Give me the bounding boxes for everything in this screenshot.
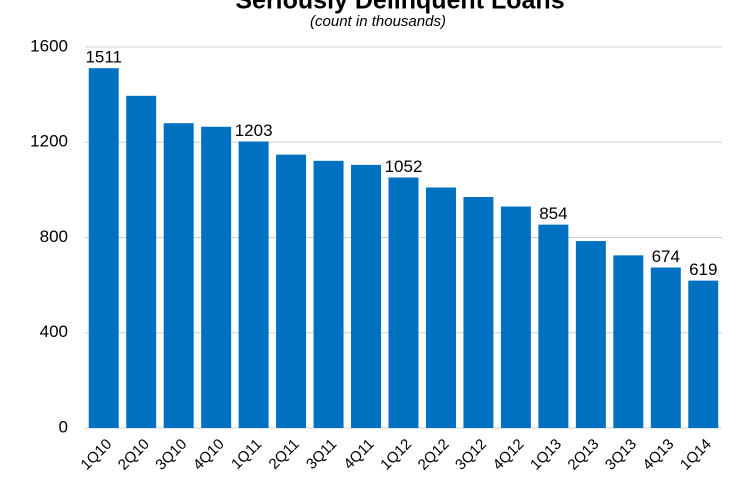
y-tick-label: 400 — [40, 322, 68, 341]
x-tick-label: 3Q12 — [452, 436, 490, 474]
x-tick-label: 2Q13 — [565, 436, 603, 474]
bar — [575, 241, 606, 428]
chart-subtitle: (count in thousands) — [310, 13, 446, 30]
x-tick-label: 4Q11 — [340, 436, 377, 473]
bar — [388, 177, 419, 428]
bar — [88, 68, 119, 429]
x-tick-label: 3Q11 — [303, 436, 340, 473]
bar — [650, 267, 681, 428]
value-label: 619 — [689, 260, 717, 279]
y-tick-label: 1200 — [30, 132, 68, 151]
x-tick-label: 4Q10 — [190, 436, 228, 474]
x-tick-label: 1Q10 — [77, 436, 115, 474]
x-tick-label: 1Q14 — [677, 436, 715, 474]
bar — [425, 187, 456, 428]
bar — [500, 206, 531, 428]
x-tick-label: 2Q11 — [266, 436, 303, 473]
bar — [163, 123, 194, 428]
x-tick-label: 1Q12 — [377, 436, 415, 474]
bar — [538, 224, 569, 428]
x-tick-label: 4Q13 — [639, 436, 677, 474]
bar — [201, 126, 232, 428]
x-tick-label: 1Q11 — [228, 436, 265, 473]
value-label: 854 — [539, 204, 567, 223]
bar — [688, 280, 719, 428]
bar — [613, 255, 644, 428]
value-label: 674 — [652, 247, 680, 266]
bar — [313, 160, 344, 429]
x-tick-label: 3Q10 — [152, 436, 190, 474]
bar — [126, 95, 157, 429]
x-tick-label: 2Q12 — [415, 436, 453, 474]
y-tick-label: 1600 — [30, 36, 68, 55]
bar — [351, 164, 382, 428]
value-label: 1052 — [385, 157, 423, 176]
value-label: 1511 — [85, 48, 122, 67]
x-tick-label: 4Q12 — [490, 436, 528, 474]
value-label: 1203 — [235, 121, 273, 140]
bar — [276, 154, 307, 428]
y-tick-label: 800 — [40, 227, 68, 246]
x-tick-label: 2Q10 — [115, 436, 153, 474]
chart-title: Seriously Delinquent Loans — [235, 0, 564, 15]
y-tick-label: 0 — [59, 417, 68, 436]
bar — [463, 197, 494, 428]
x-tick-label: 3Q13 — [602, 436, 640, 474]
bar — [238, 141, 269, 428]
x-tick-label: 1Q13 — [527, 436, 565, 474]
